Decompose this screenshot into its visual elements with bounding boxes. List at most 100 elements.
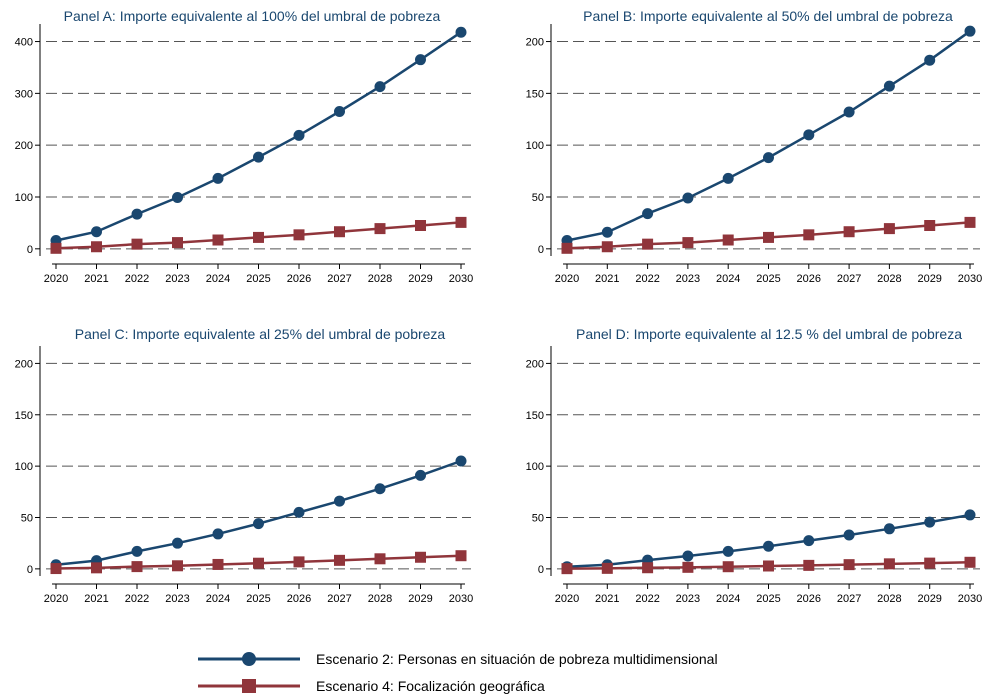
data-point bbox=[561, 563, 573, 575]
y-tick-label: 300 bbox=[15, 88, 33, 100]
data-point bbox=[415, 54, 426, 66]
data-point bbox=[964, 216, 976, 228]
data-point bbox=[642, 562, 654, 574]
x-tick-label: 2026 bbox=[287, 273, 311, 285]
x-tick-label: 2020 bbox=[44, 593, 68, 605]
data-point bbox=[253, 231, 264, 243]
data-point bbox=[642, 238, 654, 250]
panel-title: Panel B: Importe equivalente al 50% del … bbox=[583, 8, 953, 24]
x-tick-label: 2028 bbox=[368, 593, 392, 605]
data-point bbox=[253, 557, 264, 569]
data-point bbox=[722, 561, 734, 573]
panel-c: Panel C: Importe equivalente al 25% del … bbox=[15, 326, 474, 605]
data-point bbox=[561, 242, 573, 254]
x-tick-label: 2024 bbox=[716, 273, 740, 285]
data-point bbox=[172, 237, 183, 249]
series-line-1 bbox=[566, 30, 971, 242]
data-point bbox=[924, 557, 936, 569]
data-point bbox=[91, 241, 102, 253]
x-tick-label: 2028 bbox=[877, 593, 901, 605]
y-tick-label: 150 bbox=[526, 88, 544, 100]
data-point bbox=[601, 226, 613, 238]
data-point bbox=[131, 561, 143, 573]
data-point bbox=[212, 234, 224, 246]
series-line-1 bbox=[55, 459, 462, 566]
panels: Panel A: Importe equivalente al 100% del… bbox=[15, 8, 983, 605]
panel-a: Panel A: Importe equivalente al 100% del… bbox=[15, 8, 474, 285]
y-tick-label: 0 bbox=[538, 564, 544, 576]
x-tick-label: 2027 bbox=[327, 273, 351, 285]
data-point bbox=[172, 192, 183, 204]
x-tick-label: 2020 bbox=[555, 593, 579, 605]
data-point bbox=[293, 129, 305, 141]
panel-title: Panel D: Importe equivalente al 12.5 % d… bbox=[576, 326, 962, 342]
data-point bbox=[455, 216, 467, 228]
data-point bbox=[374, 223, 386, 235]
data-point bbox=[601, 562, 613, 574]
y-tick-label: 0 bbox=[538, 244, 544, 256]
y-tick-label: 100 bbox=[15, 461, 33, 473]
data-point bbox=[803, 559, 815, 571]
y-tick-label: 150 bbox=[15, 410, 33, 422]
x-tick-label: 2030 bbox=[449, 273, 473, 285]
data-point bbox=[682, 237, 694, 249]
data-point bbox=[131, 208, 143, 220]
y-tick-label: 400 bbox=[15, 37, 33, 49]
x-tick-label: 2028 bbox=[877, 273, 901, 285]
data-point bbox=[843, 559, 855, 571]
data-point bbox=[682, 192, 694, 204]
data-point bbox=[803, 535, 815, 547]
data-point bbox=[803, 129, 815, 141]
data-point bbox=[763, 540, 774, 552]
y-tick-label: 50 bbox=[532, 192, 544, 204]
data-point bbox=[131, 545, 143, 557]
x-tick-label: 2027 bbox=[327, 593, 351, 605]
x-tick-label: 2022 bbox=[635, 593, 659, 605]
x-tick-label: 2029 bbox=[408, 273, 432, 285]
data-point bbox=[883, 80, 895, 92]
legend-label-series-2: Escenario 4: Focalización geográfica bbox=[316, 678, 545, 694]
data-point bbox=[374, 483, 386, 495]
x-tick-label: 2023 bbox=[165, 593, 189, 605]
data-point bbox=[212, 558, 224, 570]
data-point bbox=[722, 172, 734, 184]
data-point bbox=[374, 81, 386, 93]
data-point bbox=[293, 506, 305, 518]
data-point bbox=[293, 556, 305, 568]
data-point bbox=[172, 560, 183, 572]
data-point bbox=[334, 554, 345, 566]
x-tick-label: 2025 bbox=[756, 273, 780, 285]
y-tick-label: 100 bbox=[526, 461, 544, 473]
data-point bbox=[455, 550, 467, 562]
x-tick-label: 2027 bbox=[837, 273, 861, 285]
y-tick-label: 0 bbox=[27, 244, 33, 256]
data-point bbox=[415, 551, 426, 563]
data-point bbox=[763, 231, 774, 243]
data-point bbox=[131, 238, 143, 250]
x-tick-label: 2026 bbox=[797, 593, 821, 605]
x-tick-label: 2021 bbox=[84, 593, 108, 605]
y-tick-label: 50 bbox=[21, 513, 33, 525]
y-tick-label: 50 bbox=[532, 513, 544, 525]
x-tick-label: 2022 bbox=[635, 273, 659, 285]
data-point bbox=[91, 562, 102, 574]
y-tick-label: 150 bbox=[526, 410, 544, 422]
y-tick-label: 200 bbox=[526, 37, 544, 49]
x-tick-label: 2025 bbox=[246, 593, 270, 605]
data-point bbox=[964, 25, 976, 37]
y-tick-label: 200 bbox=[526, 358, 544, 370]
x-tick-label: 2029 bbox=[917, 273, 941, 285]
legend-marker-series-1 bbox=[242, 652, 256, 666]
x-tick-label: 2022 bbox=[125, 273, 149, 285]
x-tick-label: 2028 bbox=[368, 273, 392, 285]
data-point bbox=[924, 220, 936, 231]
data-point bbox=[91, 226, 102, 238]
data-point bbox=[763, 560, 774, 572]
data-point bbox=[924, 516, 936, 528]
x-tick-label: 2024 bbox=[206, 593, 230, 605]
legend-marker-series-2 bbox=[242, 679, 256, 693]
legend-label-series-1: Escenario 2: Personas en situación de po… bbox=[316, 651, 718, 667]
y-tick-label: 100 bbox=[526, 140, 544, 152]
data-point bbox=[212, 172, 224, 184]
x-tick-label: 2021 bbox=[595, 593, 619, 605]
